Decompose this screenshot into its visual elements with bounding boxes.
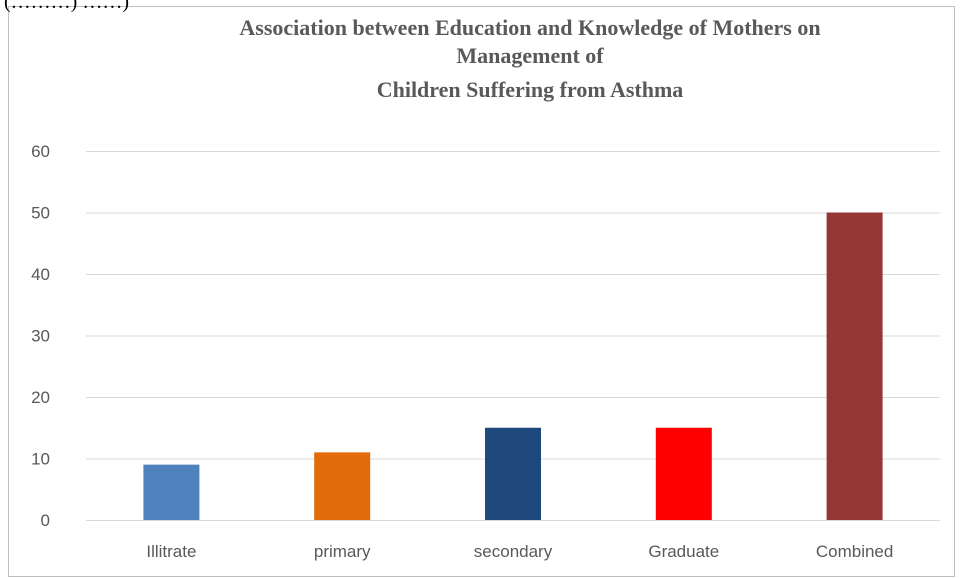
y-tick-label: 60 <box>31 142 50 161</box>
category-label-combined: Combined <box>816 542 894 561</box>
bar-graduate <box>655 427 712 520</box>
bar-secondary <box>485 427 541 520</box>
bar-combined <box>826 212 883 520</box>
chart-title-line-3: Children Suffering from Asthma <box>377 77 684 102</box>
y-tick-label: 50 <box>31 204 50 223</box>
category-label-primary: primary <box>314 542 371 561</box>
category-label-illitrate: Illitrate <box>146 542 196 561</box>
y-tick-label: 10 <box>31 450 50 469</box>
grid-lines <box>86 151 940 521</box>
y-tick-label: 20 <box>31 388 50 407</box>
cropped-top-text: (………) ……) <box>4 0 129 13</box>
bars <box>143 212 883 520</box>
y-tick-label: 0 <box>41 511 50 530</box>
chart-title-line-2: Management of <box>456 43 604 68</box>
bar-illitrate <box>143 464 200 520</box>
bar-primary <box>314 452 371 520</box>
y-axis-ticks: 0 10 20 30 40 50 60 <box>31 142 50 530</box>
chart-title-line-1: Association between Education and Knowle… <box>239 15 820 40</box>
y-tick-label: 30 <box>31 327 50 346</box>
category-label-secondary: secondary <box>474 542 553 561</box>
y-tick-label: 40 <box>31 265 50 284</box>
category-labels: Illitrate primary secondary Graduate Combine… <box>146 542 893 561</box>
category-label-graduate: Graduate <box>648 542 719 561</box>
